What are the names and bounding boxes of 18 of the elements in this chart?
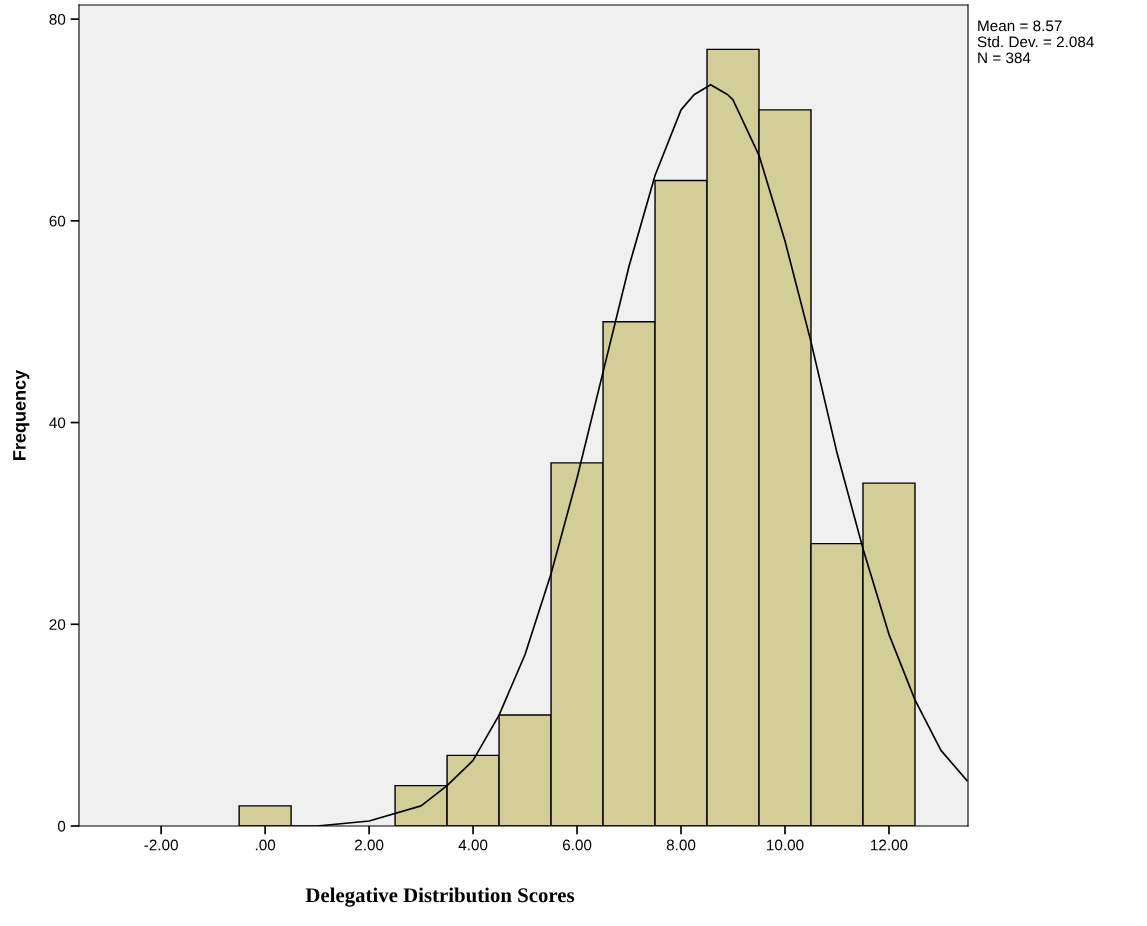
x-axis-title: Delegative Distribution Scores xyxy=(305,887,575,907)
text: N = 384 xyxy=(978,52,1031,64)
y-tick-label: 0 xyxy=(57,820,66,832)
y-tick-label: 20 xyxy=(49,619,66,630)
text: Mean = 8.57 xyxy=(978,20,1062,32)
y-axis-title: Frequency xyxy=(13,369,30,460)
y-tick-label: 60 xyxy=(49,215,66,227)
x-tick-label: -2.00 xyxy=(144,839,178,851)
x-tick-label: .00 xyxy=(255,839,276,851)
x-tick-label: 4.00 xyxy=(458,839,488,851)
text: Std. Dev. = 2.084 xyxy=(977,36,1094,48)
x-tick-label: 6.00 xyxy=(562,839,592,851)
y-tick-label: 40 xyxy=(49,417,66,429)
x-tick-label: 8.00 xyxy=(666,839,696,851)
x-tick-label: 2.00 xyxy=(355,839,384,851)
x-tick-label: 12.00 xyxy=(871,839,908,851)
x-tick-label: 10.00 xyxy=(767,839,804,851)
y-tick-label: 80 xyxy=(49,13,66,25)
